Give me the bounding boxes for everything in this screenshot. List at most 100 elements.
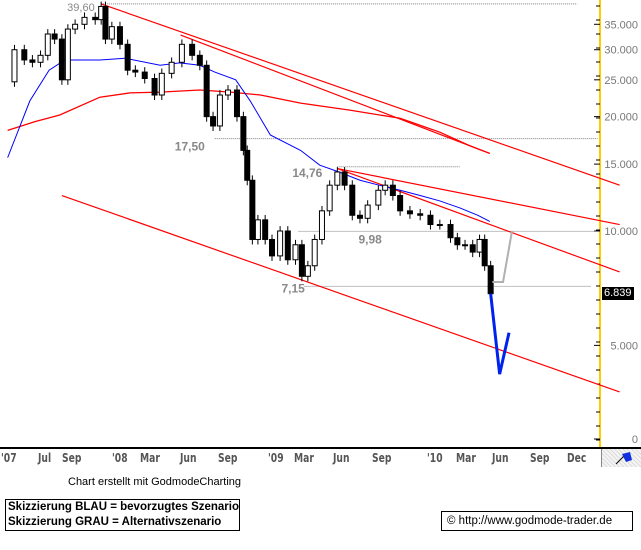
candle-body: [102, 5, 109, 40]
candle-body: [254, 219, 261, 240]
candle-body: [244, 149, 251, 181]
chart-credit: Chart erstellt mit GodmodeCharting: [68, 476, 242, 488]
candle-body: [151, 77, 158, 96]
candle-body: [37, 54, 44, 63]
x-tick-label: Jul: [38, 451, 52, 465]
candle-body: [51, 33, 58, 40]
candle-body: [262, 219, 269, 240]
candle-body: [469, 244, 476, 253]
candle-body: [58, 38, 65, 81]
legend-blue: Skizzierung BLAU = bevorzugtes Szenario: [8, 501, 240, 513]
trendline: [337, 167, 620, 226]
x-tick-label: '07: [1, 451, 17, 465]
x-tick-label: Dec: [567, 451, 587, 465]
y-tick-label: 20.000: [604, 112, 638, 124]
x-tick-label: Mar: [140, 451, 160, 465]
candle-body: [225, 89, 232, 96]
level-label: 17,50: [175, 140, 205, 154]
x-tick-label: '08: [112, 451, 128, 465]
candle-body: [81, 16, 88, 25]
candle-body: [311, 238, 318, 267]
trendline: [337, 167, 620, 273]
candle-body: [132, 69, 139, 73]
y-tick-label: 35.000: [604, 19, 638, 31]
level-label: 7,15: [281, 281, 305, 295]
candle-body: [268, 238, 275, 257]
candle-body: [382, 184, 389, 191]
x-tick-label: Sep: [62, 451, 82, 465]
y-tick-label: 0: [632, 434, 638, 446]
candle-body: [116, 26, 123, 45]
candle-body: [196, 54, 203, 66]
candle-body: [292, 244, 299, 261]
candle-body: [349, 184, 356, 216]
candle-body: [481, 238, 488, 267]
candle-body: [375, 189, 382, 206]
candle-body: [240, 116, 247, 151]
trendline: [180, 34, 491, 155]
candle-body: [304, 265, 311, 277]
moving-average-short: [7, 57, 491, 222]
candle-body: [454, 237, 461, 246]
candle-body: [44, 33, 51, 56]
candle-body: [249, 179, 256, 240]
candle-body: [389, 184, 396, 197]
level-label: 9,98: [358, 232, 382, 246]
candle-body: [178, 43, 185, 63]
candle-body: [326, 184, 333, 212]
candle-body: [21, 49, 28, 61]
candle-body: [417, 213, 424, 216]
pin-icon: [615, 452, 632, 465]
y-tick-label: 15.000: [604, 159, 638, 171]
trendline: [100, 3, 620, 186]
candle-body: [476, 238, 483, 253]
candle-body: [64, 28, 71, 81]
scenario-blue-path: [489, 293, 511, 375]
x-tick-label: Sep: [530, 451, 550, 465]
candle-body: [168, 61, 175, 74]
candle-body: [356, 214, 363, 219]
candle-body: [277, 230, 284, 257]
y-tick-label: 30.000: [604, 45, 638, 57]
candle-body: [462, 244, 469, 247]
candle-body: [92, 16, 99, 21]
candle-body: [108, 26, 115, 40]
candle-body: [447, 224, 454, 239]
candle-body: [233, 89, 240, 118]
copyright-link[interactable]: © http://www.godmode-trader.de: [441, 511, 633, 531]
trendline: [61, 194, 620, 393]
y-tick-label: 5.000: [610, 340, 638, 352]
x-tick-label: Jun: [180, 451, 197, 465]
candle-body: [397, 195, 404, 212]
candle-body: [341, 171, 348, 186]
price-chart: 35.000 30.000 25.000 20.000 15.000 10.000 5.00…: [0, 0, 641, 449]
legend-gray: Skizzierung GRAU = Alternativszenario: [8, 516, 222, 528]
last-price-label: 6.839: [602, 287, 634, 300]
y-tick-label: 10.000: [604, 226, 638, 238]
candle-body: [298, 244, 305, 277]
x-tick-label: '09: [268, 451, 284, 465]
candle-body: [11, 49, 18, 83]
candle-body: [72, 23, 79, 30]
candle-body: [427, 214, 434, 226]
x-tick-label: Mar: [294, 451, 314, 465]
level-label: 39,60: [67, 2, 95, 14]
x-tick-label: Sep: [218, 451, 238, 465]
level-label: 14,76: [292, 166, 322, 180]
candle-body: [436, 224, 443, 227]
candle-body: [284, 230, 291, 261]
candle-body: [210, 116, 217, 127]
x-tick-label: Sep: [372, 451, 392, 465]
x-tick-label: '10: [427, 451, 443, 465]
scenario-gray-path: [492, 230, 513, 284]
candle-body: [29, 59, 36, 63]
x-tick-label: Jun: [333, 451, 350, 465]
candle-body: [318, 210, 325, 240]
candle-body: [364, 204, 371, 219]
candle-body: [124, 43, 131, 71]
pin-tool-button[interactable]: [601, 449, 641, 467]
candle-body: [487, 265, 494, 295]
candle-body: [141, 71, 148, 79]
candle-body: [216, 94, 223, 127]
candle-body: [158, 72, 165, 96]
